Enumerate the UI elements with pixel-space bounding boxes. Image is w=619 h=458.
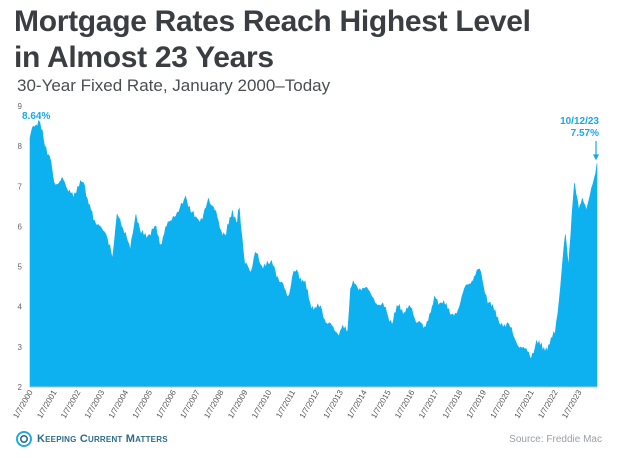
x-tick-label-2001: 1/7/2001 <box>35 388 59 420</box>
x-tick-label-2015: 1/7/2015 <box>369 388 393 420</box>
annotation-peak-value: 8.64% <box>22 111 50 122</box>
x-tick-label-2023: 1/7/2023 <box>560 388 584 420</box>
annotation-arrow-head <box>593 154 599 161</box>
x-tick-label-2011: 1/7/2011 <box>274 388 297 419</box>
x-tick-label-2019: 1/7/2019 <box>465 388 489 420</box>
x-tick-label-2021: 1/7/2021 <box>513 388 537 420</box>
source-note: Source: Freddie Mac <box>509 434 602 445</box>
annotation-latest-date: 10/12/23 <box>560 116 599 127</box>
x-tick-label-2010: 1/7/2010 <box>250 388 274 420</box>
x-tick-label-2016: 1/7/2016 <box>393 388 417 420</box>
kcm-logo-icon <box>16 431 32 447</box>
x-tick-label-2006: 1/7/2006 <box>155 388 179 420</box>
x-tick-label-2018: 1/7/2018 <box>441 388 465 420</box>
chart-title: Mortgage Rates Reach Highest Level in Al… <box>14 4 531 76</box>
x-tick-label-2008: 1/7/2008 <box>202 388 226 420</box>
y-tick-label-4: 4 <box>18 303 23 312</box>
x-tick-label-2002: 1/7/2002 <box>59 388 83 420</box>
y-tick-label-9: 9 <box>18 102 23 111</box>
y-tick-label-3: 3 <box>18 343 23 352</box>
x-tick-label-2005: 1/7/2005 <box>131 388 155 420</box>
x-tick-label-2000: 1/7/2000 <box>11 388 35 420</box>
x-tick-label-2009: 1/7/2009 <box>226 388 250 420</box>
annotation-latest-value: 7.57% <box>571 128 599 139</box>
y-tick-label-2: 2 <box>18 383 23 392</box>
x-tick-label-2004: 1/7/2004 <box>107 388 131 420</box>
x-tick-label-2020: 1/7/2020 <box>489 388 513 420</box>
x-tick-label-2014: 1/7/2014 <box>345 388 369 420</box>
y-tick-label-5: 5 <box>18 263 23 272</box>
brand-logo: Keeping Current Matters <box>16 431 168 447</box>
x-tick-label-2012: 1/7/2012 <box>298 388 322 420</box>
x-tick-label-2007: 1/7/2007 <box>178 388 202 420</box>
y-tick-label-8: 8 <box>18 142 23 151</box>
chart-subtitle: 30-Year Fixed Rate, January 2000–Today <box>17 76 331 95</box>
y-tick-label-6: 6 <box>18 222 23 231</box>
title-line-2: in Almost 23 Years <box>14 41 274 74</box>
title-line-1: Mortgage Rates Reach Highest Level <box>14 5 531 38</box>
x-tick-label-2003: 1/7/2003 <box>83 388 107 420</box>
y-tick-label-7: 7 <box>18 182 23 191</box>
series-area-30yr-fixed <box>29 119 598 388</box>
x-tick-label-2013: 1/7/2013 <box>322 388 346 420</box>
brand-name: Keeping Current Matters <box>37 433 168 445</box>
x-tick-label-2022: 1/7/2022 <box>536 388 560 420</box>
x-tick-label-2017: 1/7/2017 <box>417 388 441 420</box>
